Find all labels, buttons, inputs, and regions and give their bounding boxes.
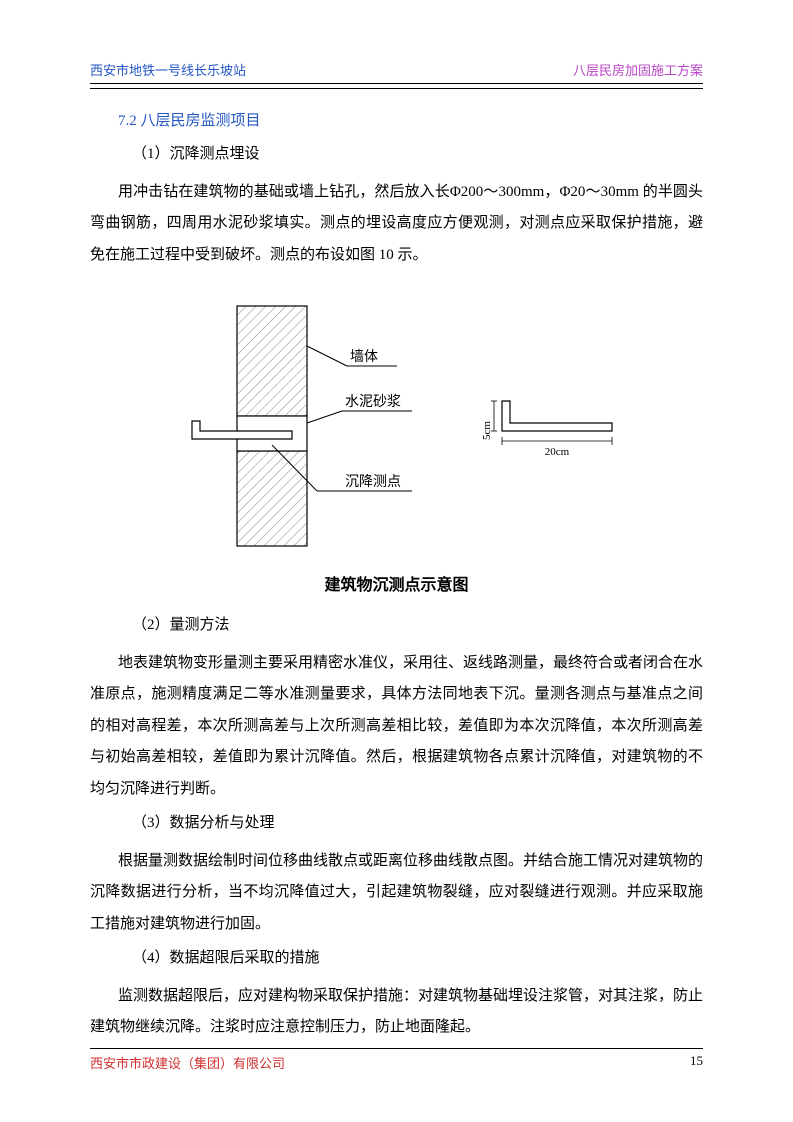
item-2-num: （2）量测方法 xyxy=(90,611,703,640)
dim-height: 5cm xyxy=(482,421,493,440)
content-area: 7.2 八层民房监测项目 （1）沉降测点埋设 用冲击钻在建筑物的基础或墙上钻孔，… xyxy=(90,109,703,1048)
header-left-text: 西安市地铁一号线长乐坡站 xyxy=(90,60,246,79)
item-2-para: 地表建筑物变形量测主要采用精密水准仪，采用往、返线路测量，最终符合或者闭合在水准… xyxy=(90,648,703,806)
section-title: 7.2 八层民房监测项目 xyxy=(90,109,703,130)
label-point: 沉降测点 xyxy=(345,474,401,490)
page-number: 15 xyxy=(690,1053,703,1072)
dimension-diagram: 5cm 20cm xyxy=(482,381,632,471)
header-right-text: 八层民房加固施工方案 xyxy=(573,60,703,79)
dim-width: 20cm xyxy=(544,446,569,458)
page-footer: 西安市市政建设（集团）有限公司 15 xyxy=(90,1048,703,1072)
item-4-num: （4）数据超限后采取的措施 xyxy=(90,944,703,973)
item-3-para: 根据量测数据绘制时间位移曲线散点或距离位移曲线散点图。并结合施工情况对建筑物的沉… xyxy=(90,846,703,941)
label-wall: 墙体 xyxy=(350,349,378,365)
item-1-num: （1）沉降测点埋设 xyxy=(90,140,703,169)
footer-company: 西安市市政建设（集团）有限公司 xyxy=(90,1053,285,1072)
page-header: 西安市地铁一号线长乐坡站 八层民房加固施工方案 xyxy=(90,60,703,109)
label-mortar: 水泥砂浆 xyxy=(345,394,401,410)
diagram-title: 建筑物沉测点示意图 xyxy=(90,571,703,595)
diagram-container: 墙体 水泥砂浆 沉降测点 5cm 20cm xyxy=(90,301,703,551)
item-3-num: （3）数据分析与处理 xyxy=(90,809,703,838)
item-4-para: 监测数据超限后，应对建构物采取保护措施：对建筑物基础埋设注浆管，对其注浆，防止建… xyxy=(90,981,703,1044)
item-1-para: 用冲击钻在建筑物的基础或墙上钻孔，然后放入长Φ200～300mm，Φ20～30m… xyxy=(90,177,703,272)
settlement-diagram: 墙体 水泥砂浆 沉降测点 xyxy=(162,301,422,551)
